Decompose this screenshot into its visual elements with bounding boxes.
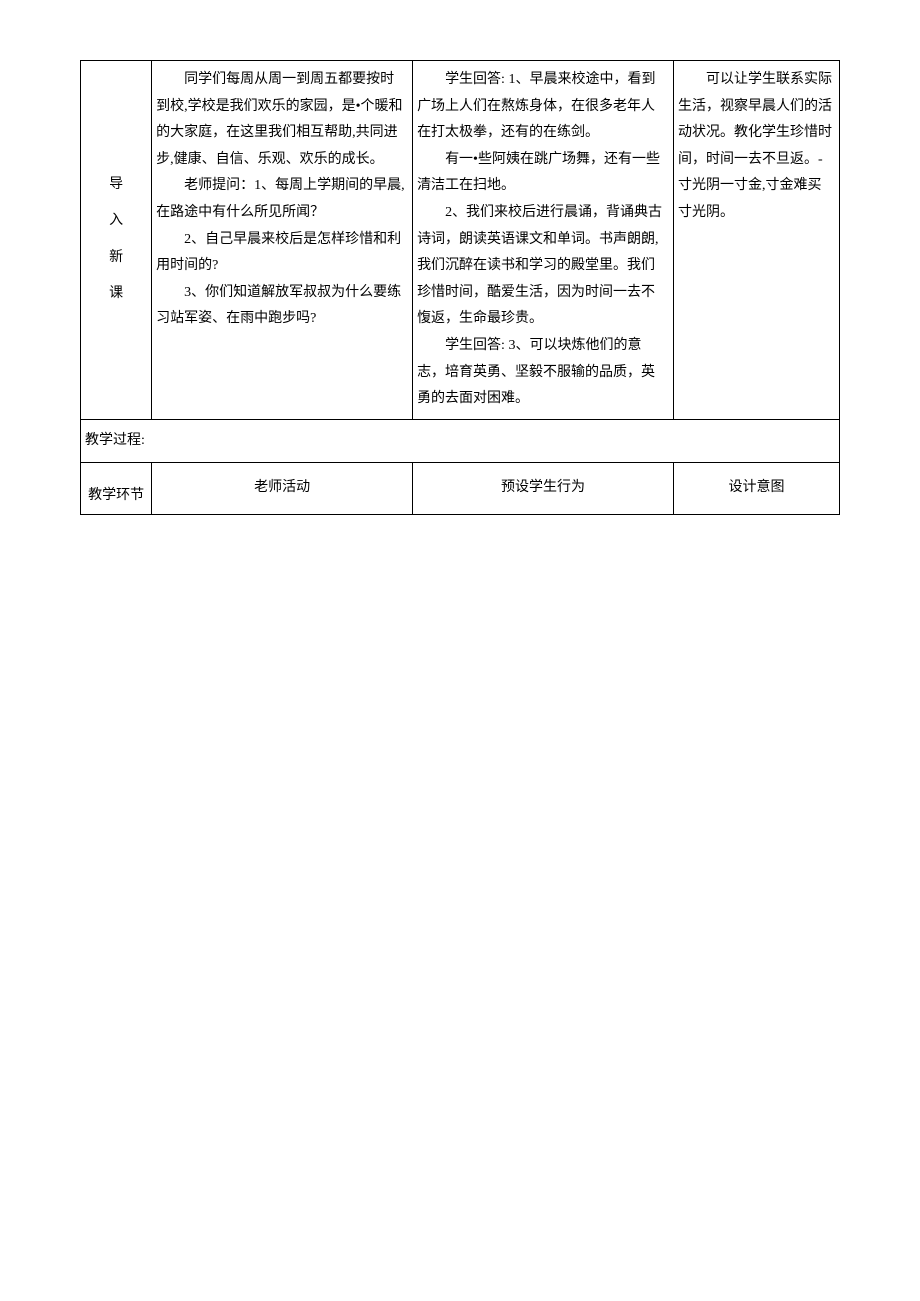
- section-label-cell: 导 入 新 课: [81, 61, 152, 420]
- label-char-2: 入: [85, 208, 147, 235]
- design-intent-cell: 可以让学生联系实际生活，视察早晨人们的活动状况。教化学生珍惜时间，时间一去不旦返…: [673, 61, 839, 420]
- intent-p1: 可以让学生联系实际生活，视察早晨人们的活动状况。教化学生珍惜时间，时间一去不旦返…: [678, 67, 835, 227]
- teacher-p3: 2、自己早晨来校后是怎样珍惜和利用时间的?: [156, 227, 408, 280]
- header-col4: 设计意图: [673, 463, 839, 515]
- header-col1: 教学环节: [81, 463, 152, 515]
- header-row: 教学环节 老师活动 预设学生行为 设计意图: [81, 463, 840, 515]
- header-col3: 预设学生行为: [413, 463, 674, 515]
- process-label-row: 教学过程:: [81, 419, 840, 463]
- student-p3: 2、我们来校后进行晨诵，背诵典古诗词，朗读英语课文和单词。书声朗朗,我们沉醉在读…: [417, 200, 669, 333]
- student-behavior-cell: 学生回答: 1、早晨来校途中，看到广场上人们在熬炼身体，在很多老年人在打太极拳，…: [413, 61, 674, 420]
- teacher-activity-cell: 同学们每周从周一到周五都要按时到校,学校是我们欢乐的家园，是•个暖和的大家庭，在…: [152, 61, 413, 420]
- main-content-row: 导 入 新 课 同学们每周从周一到周五都要按时到校,学校是我们欢乐的家园，是•个…: [81, 61, 840, 420]
- student-p4: 学生回答: 3、可以块炼他们的意志，培育英勇、坚毅不服输的品质，英勇的去面对困难…: [417, 333, 669, 413]
- student-p2: 有一•些阿姨在跳广场舞，还有一些清洁工在扫地。: [417, 147, 669, 200]
- lesson-plan-table: 导 入 新 课 同学们每周从周一到周五都要按时到校,学校是我们欢乐的家园，是•个…: [80, 60, 840, 515]
- label-char-1: 导: [85, 172, 147, 199]
- teacher-p2: 老师提问：1、每周上学期间的早晨,在路途中有什么所见所闻？: [156, 173, 408, 226]
- teacher-p4: 3、你们知道解放军叔叔为什么要练习站军姿、在雨中跑步吗?: [156, 280, 408, 333]
- process-label-cell: 教学过程:: [81, 419, 840, 463]
- label-char-4: 课: [85, 281, 147, 308]
- teacher-p1: 同学们每周从周一到周五都要按时到校,学校是我们欢乐的家园，是•个暖和的大家庭，在…: [156, 67, 408, 173]
- label-char-3: 新: [85, 245, 147, 272]
- student-p1: 学生回答: 1、早晨来校途中，看到广场上人们在熬炼身体，在很多老年人在打太极拳，…: [417, 67, 669, 147]
- header-col2: 老师活动: [152, 463, 413, 515]
